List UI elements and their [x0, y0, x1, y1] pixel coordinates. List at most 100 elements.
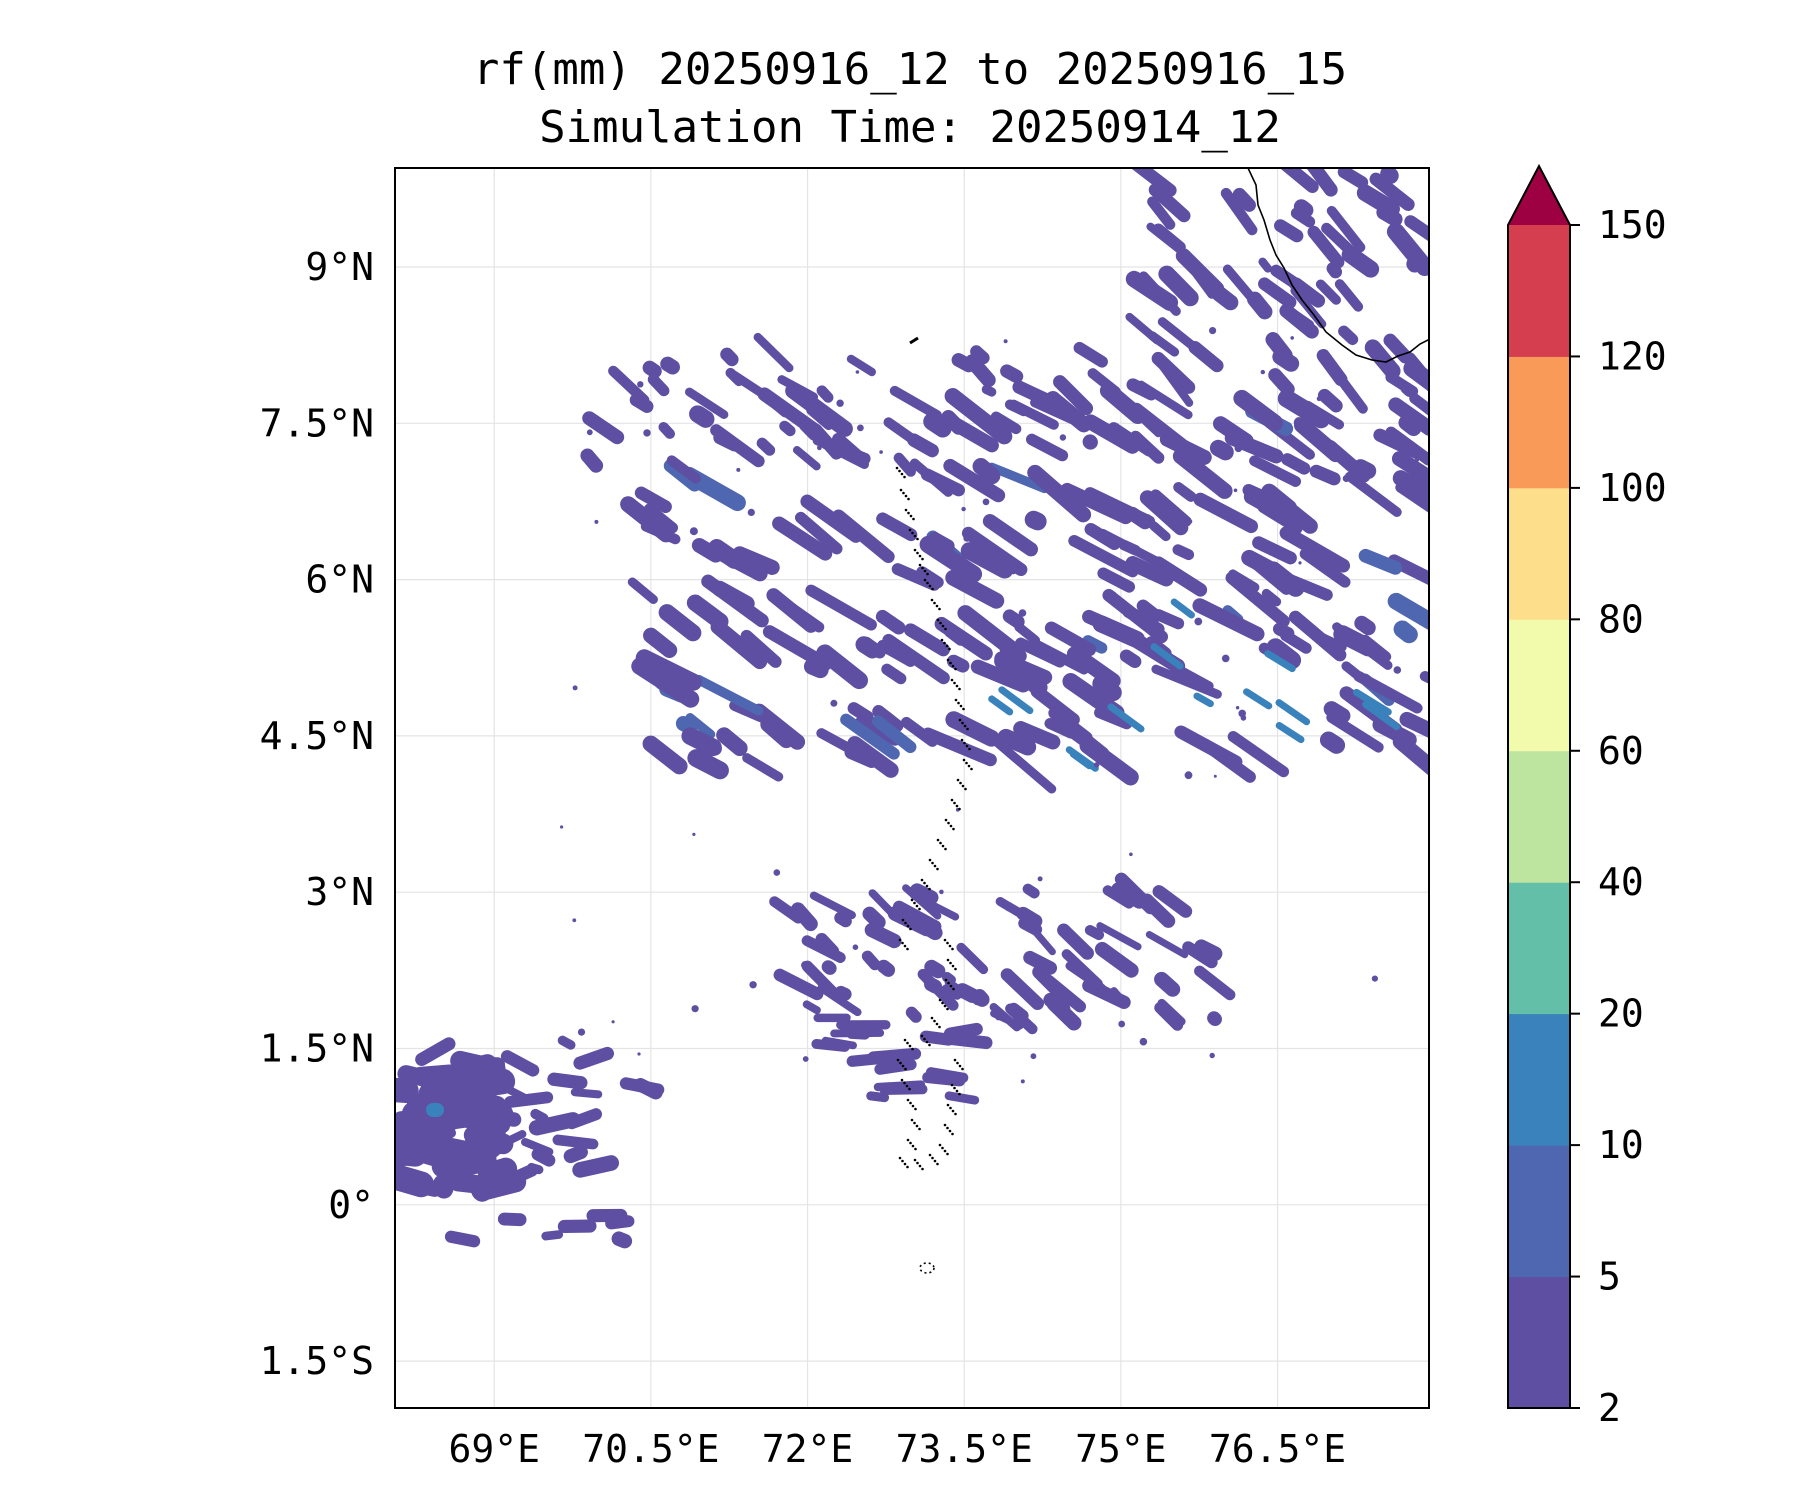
atoll-island — [913, 1121, 916, 1125]
atoll-island — [951, 664, 955, 668]
rain-cell — [861, 950, 881, 971]
rain-speck — [1003, 339, 1008, 344]
rain-cell — [1323, 439, 1371, 483]
atoll-island — [902, 491, 905, 495]
atoll-island — [931, 861, 934, 865]
rain-cell — [772, 516, 833, 561]
rain-cell — [965, 546, 1019, 575]
rain-cell — [605, 1215, 635, 1230]
rain-cell — [1225, 571, 1290, 628]
rain-cell — [803, 658, 829, 679]
atoll-island — [938, 607, 941, 611]
rain-cell — [876, 639, 917, 667]
lat-tick-label: 6°N — [305, 558, 374, 602]
rain-cell — [1326, 205, 1366, 253]
rain-cell — [873, 1080, 926, 1092]
atoll-island — [909, 336, 919, 345]
rain-cell — [1130, 402, 1194, 455]
rain-cell — [1307, 225, 1345, 269]
rain-cell — [1151, 664, 1222, 699]
atoll-island — [933, 1159, 937, 1163]
rain-cell — [426, 1103, 444, 1117]
rain-cell — [500, 1050, 540, 1077]
atoll-island — [906, 1041, 909, 1045]
colorbar-tick-label: 60 — [1598, 729, 1644, 773]
rain-speck — [1371, 975, 1378, 982]
atoll-island — [921, 1167, 924, 1171]
atoll-island — [923, 881, 926, 885]
rain-cell — [1274, 219, 1304, 243]
atoll-island — [928, 1153, 932, 1157]
rain-cell — [1152, 885, 1193, 918]
rain-speck — [560, 825, 564, 829]
rain-cell — [729, 700, 766, 722]
rain-speck — [1213, 774, 1217, 778]
colorbar-segment — [1508, 487, 1570, 620]
rain-cell — [432, 1174, 454, 1199]
atoll-island — [946, 658, 950, 662]
rain-cell — [1360, 634, 1392, 662]
rain-speck — [1020, 1079, 1025, 1084]
atoll-island — [948, 647, 951, 651]
rain-cell — [1232, 187, 1256, 212]
atoll-island — [959, 704, 963, 708]
rain-cell — [1265, 332, 1293, 363]
rain-cell — [1182, 941, 1218, 969]
rain-cell — [1119, 649, 1142, 669]
colorbar-tick-label: 100 — [1598, 466, 1667, 510]
rain-speck — [1244, 557, 1252, 565]
rain-cell — [993, 738, 1057, 794]
atoll-island — [943, 1149, 947, 1153]
rain-speck — [586, 429, 593, 436]
colorbar-segment — [1508, 1145, 1570, 1277]
rain-cell — [1400, 382, 1416, 397]
atoll-island — [900, 1078, 904, 1082]
rain-cell — [1147, 331, 1180, 357]
atoll-island — [910, 1118, 914, 1122]
colorbar: 2 5 10 20 40 60 80 100 120 150 — [1507, 163, 1667, 1430]
rain-cell — [1118, 395, 1163, 438]
rain-cell — [1172, 448, 1233, 499]
rain-cell — [732, 546, 780, 575]
rain-cell — [1192, 598, 1265, 642]
rain-cell — [987, 462, 1049, 494]
rain-cell — [1341, 661, 1364, 681]
rain-cell — [811, 1039, 850, 1052]
atoll-island — [920, 878, 924, 882]
atoll-island — [904, 921, 907, 925]
rain-cell — [493, 1164, 538, 1192]
rain-cell — [1264, 650, 1296, 673]
colorbar-segment — [1508, 1276, 1570, 1409]
atoll-island — [916, 1161, 919, 1165]
rain-cell — [1097, 567, 1136, 593]
rain-cell — [1372, 716, 1417, 748]
atoll-island — [896, 1058, 900, 1062]
rain-cell — [1315, 279, 1342, 305]
atoll-island — [921, 557, 924, 561]
rain-cell — [990, 411, 1022, 435]
rain-cell — [629, 393, 654, 413]
rain-cell — [565, 1108, 602, 1130]
colorbar-segment — [1508, 750, 1570, 883]
rain-speck — [1145, 514, 1151, 520]
atoll-island — [941, 1001, 944, 1005]
rain-cell — [1066, 646, 1121, 689]
rain-speck — [773, 869, 781, 876]
rain-cell — [1127, 168, 1177, 197]
rain-cell — [1387, 554, 1429, 592]
atoll-island — [918, 563, 922, 567]
rain-cell — [785, 382, 853, 437]
rain-cell — [832, 432, 867, 465]
atoll-island — [923, 578, 927, 582]
atoll-island — [915, 1124, 919, 1128]
atoll-island — [941, 1146, 944, 1150]
rain-speck — [1248, 593, 1253, 598]
rain-cell — [802, 1000, 821, 1015]
rain-cell — [1024, 510, 1047, 531]
rain-cell — [557, 1219, 597, 1233]
rain-cell — [643, 627, 678, 658]
rain-cell — [756, 437, 776, 456]
rain-cell — [660, 356, 680, 375]
atoll-island — [899, 1061, 902, 1065]
atoll-island — [925, 1040, 929, 1044]
